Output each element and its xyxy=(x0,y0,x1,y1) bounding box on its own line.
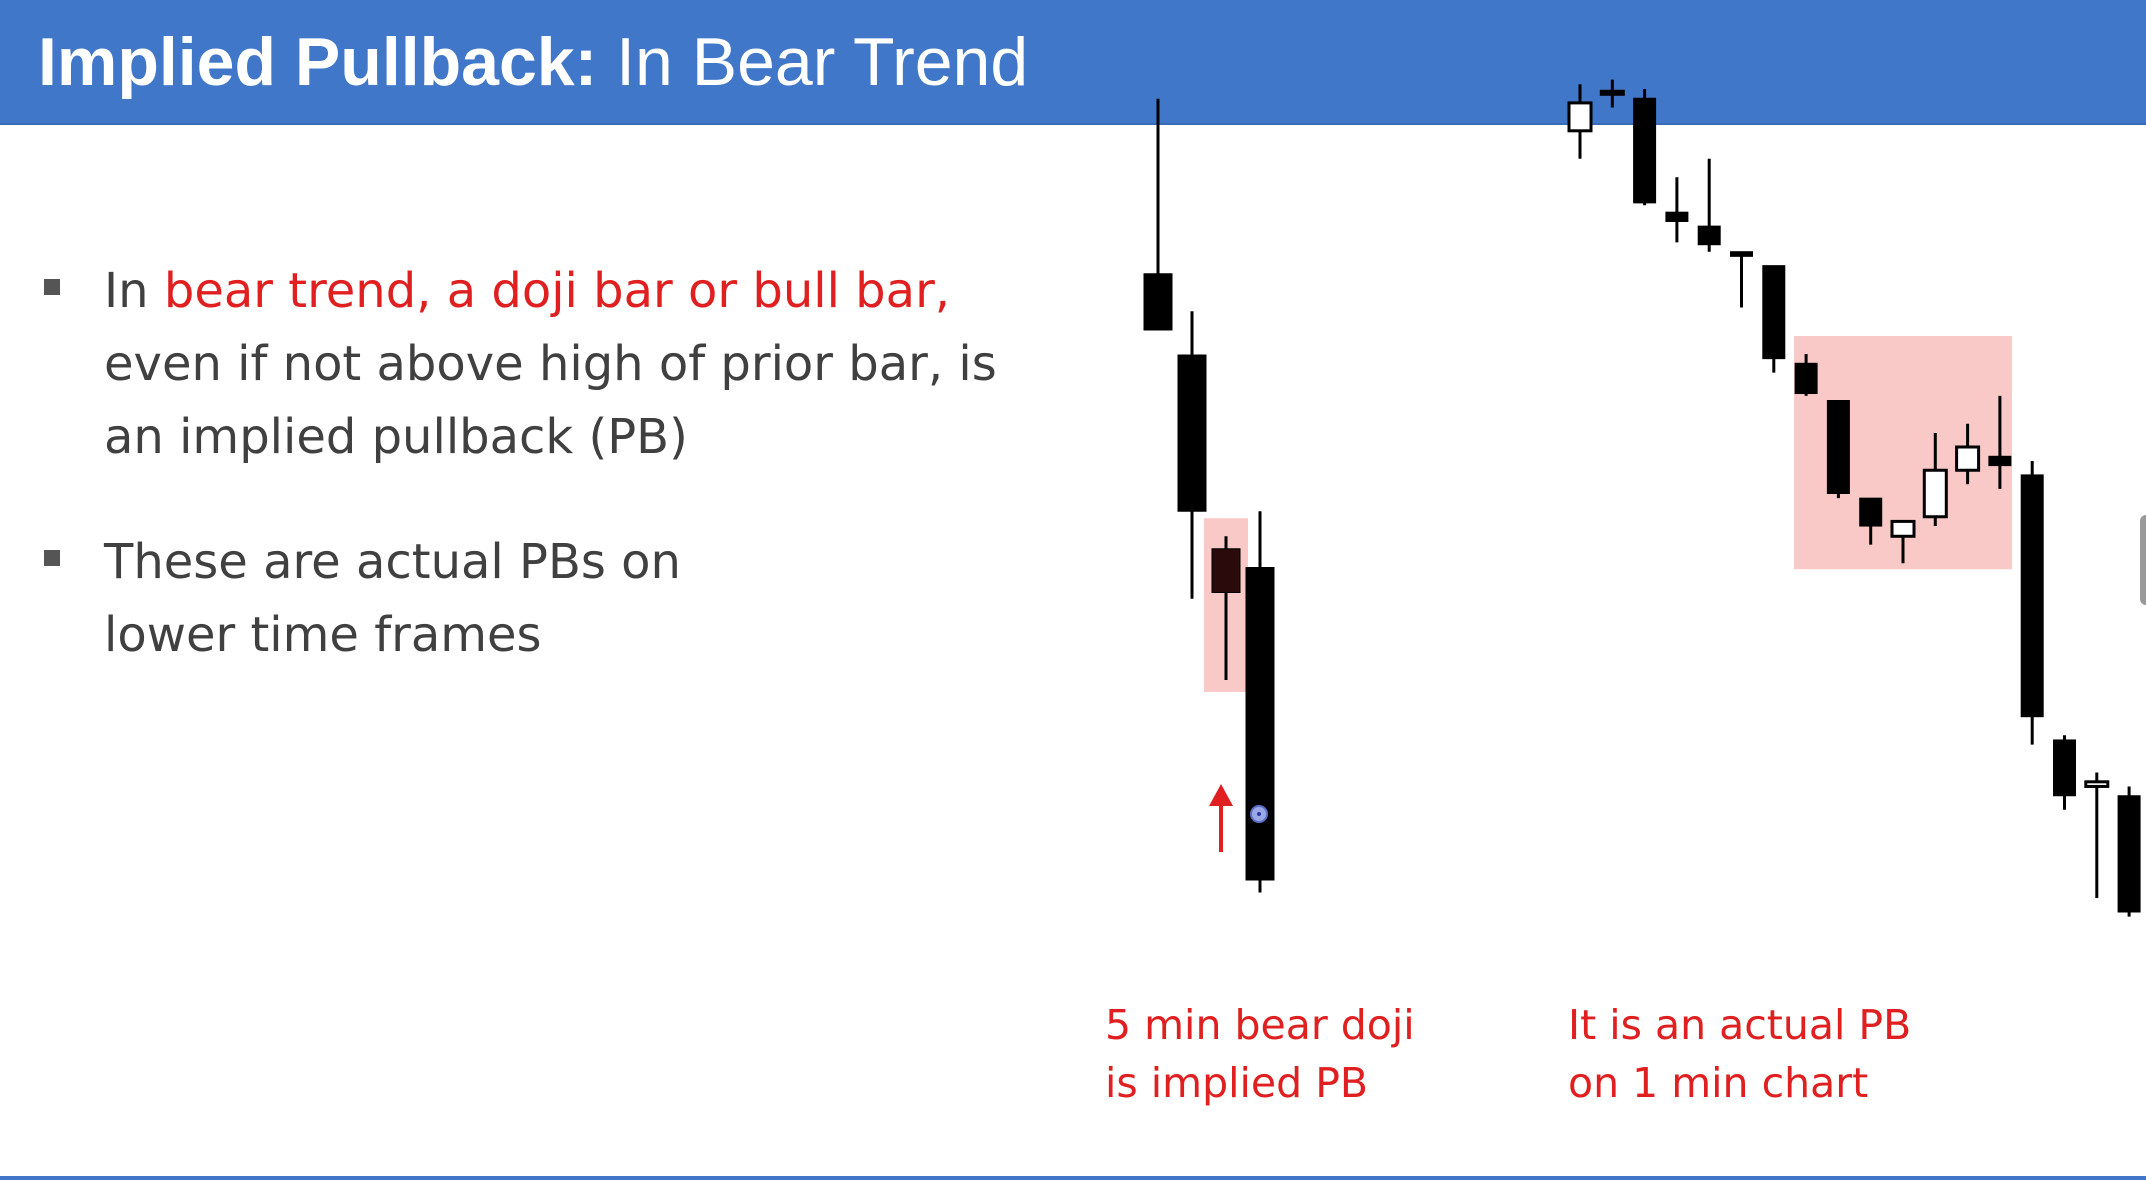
side-handle[interactable] xyxy=(2140,515,2146,605)
caption-5min-line1: 5 min bear doji xyxy=(1105,1001,1415,1049)
bullet-text-part: even if not above high of prior bar, is … xyxy=(104,336,997,465)
slide-header: Implied Pullback: In Bear Trend xyxy=(0,0,2146,125)
bull-candle xyxy=(1955,445,1981,472)
bear-candle xyxy=(1665,211,1689,222)
bear-candle xyxy=(1245,567,1275,881)
bullet-text-part: In xyxy=(104,263,164,319)
caption-1min-line2: on 1 min chart xyxy=(1568,1059,1869,1107)
bear-candle xyxy=(1859,497,1883,527)
caption-1min: It is an actual PB on 1 min chart xyxy=(1568,996,1911,1112)
bear-candle xyxy=(1177,354,1207,512)
footer-line xyxy=(0,1176,2146,1180)
bear-candle xyxy=(1211,548,1241,593)
bear-candle xyxy=(1730,251,1753,257)
title-rest: In Bear Trend xyxy=(616,24,1029,100)
bull-candle xyxy=(1599,89,1625,96)
bull-candle xyxy=(1567,101,1593,133)
bear-candle xyxy=(1697,225,1721,246)
bullet-list: In bear trend, a doji bar or bull bar, e… xyxy=(40,255,1000,724)
bullet-text: These are actual PBs on lower time frame… xyxy=(104,526,744,672)
slide-title: Implied Pullback: In Bear Trend xyxy=(38,22,1028,102)
bull-candle xyxy=(1890,519,1916,538)
bear-candle xyxy=(2053,739,2076,797)
caption-5min: 5 min bear doji is implied PB xyxy=(1105,996,1415,1112)
bullet-item: These are actual PBs on lower time frame… xyxy=(40,526,1000,672)
up-arrow-head-icon xyxy=(1209,784,1233,806)
bullet-square-icon xyxy=(44,279,60,295)
bull-candle xyxy=(2084,780,2110,788)
bull-candle xyxy=(1922,468,1948,519)
bear-candle xyxy=(2020,474,2044,718)
bullet-text-highlight: bear trend, a doji bar or bull bar, xyxy=(163,263,951,319)
bear-candle xyxy=(1826,400,1850,494)
caption-1min-line1: It is an actual PB xyxy=(1568,1001,1912,1049)
bullet-text-part: These are actual PBs on lower time frame… xyxy=(104,534,681,663)
caption-5min-line2: is implied PB xyxy=(1105,1059,1369,1107)
title-bold: Implied Pullback: xyxy=(38,24,598,100)
bear-candle xyxy=(1794,362,1818,395)
bear-candle xyxy=(1143,273,1173,331)
bear-candle xyxy=(1988,455,2012,467)
bear-candle xyxy=(1633,97,1657,204)
up-arrow-icon xyxy=(1219,800,1223,852)
bullet-item: In bear trend, a doji bar or bull bar, e… xyxy=(40,255,1000,474)
bullet-text: In bear trend, a doji bar or bull bar, e… xyxy=(104,255,1000,474)
bear-candle xyxy=(2117,795,2141,913)
bullet-square-icon xyxy=(44,550,60,566)
cursor-dot-icon xyxy=(1250,805,1268,823)
bear-candle xyxy=(1762,265,1786,360)
